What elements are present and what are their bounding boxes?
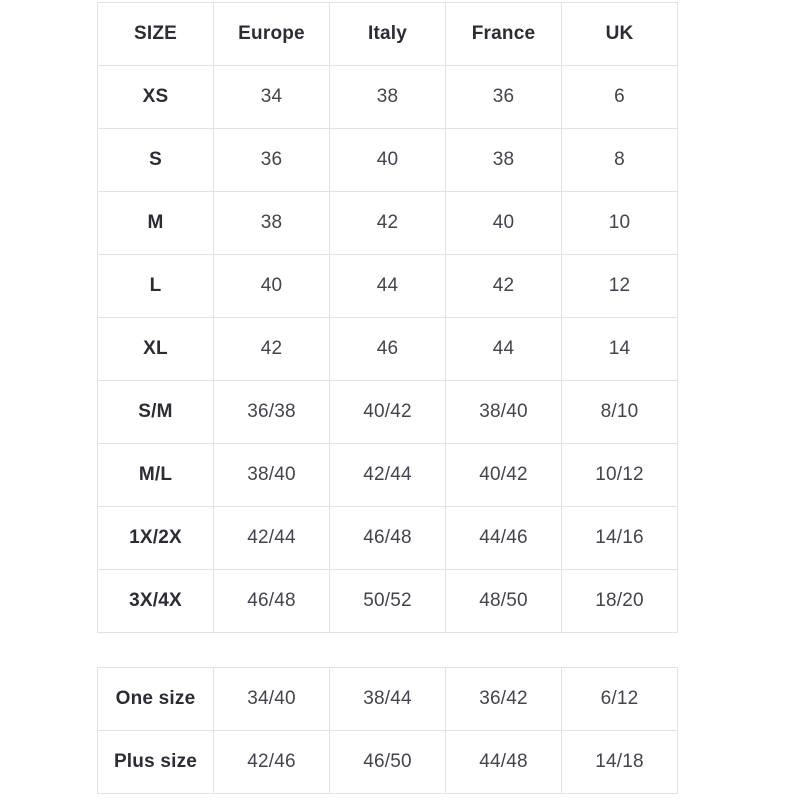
size-value-cell: 40/42 xyxy=(445,443,562,507)
size-value-cell: 38 xyxy=(213,191,330,255)
size-value-cell: 44/48 xyxy=(445,730,562,794)
size-value-cell: 34 xyxy=(213,65,330,129)
size-conversion-table: SIZE Europe Italy France UK XS 34 38 36 6 S 36 40 38… xyxy=(97,2,678,633)
size-value-cell: 14 xyxy=(561,317,678,381)
size-value-cell: 44/46 xyxy=(445,506,562,570)
size-conversion-table-header: SIZE Europe Italy France UK xyxy=(97,2,678,66)
size-value-cell: 42 xyxy=(213,317,330,381)
column-header-italy: Italy xyxy=(329,2,446,66)
column-header-uk: UK xyxy=(561,2,678,66)
column-header-france: France xyxy=(445,2,562,66)
size-value-cell: 46/48 xyxy=(213,569,330,633)
table-row: M/L 38/40 42/44 40/42 10/12 xyxy=(97,443,678,507)
column-header-europe: Europe xyxy=(213,2,330,66)
size-value-cell: 38 xyxy=(329,65,446,129)
table-row: One size 34/40 38/44 36/42 6/12 xyxy=(97,667,678,731)
size-label-cell: S xyxy=(97,128,214,192)
size-value-cell: 40 xyxy=(329,128,446,192)
size-value-cell: 36/38 xyxy=(213,380,330,444)
size-label-cell: One size xyxy=(97,667,214,731)
table-row: M 38 42 40 10 xyxy=(97,191,678,255)
table-row: S/M 36/38 40/42 38/40 8/10 xyxy=(97,380,678,444)
size-value-cell: 6 xyxy=(561,65,678,129)
size-value-cell: 40 xyxy=(445,191,562,255)
size-value-cell: 50/52 xyxy=(329,569,446,633)
table-row: S 36 40 38 8 xyxy=(97,128,678,192)
table-row: Plus size 42/46 46/50 44/48 14/18 xyxy=(97,730,678,794)
size-value-cell: 14/16 xyxy=(561,506,678,570)
size-value-cell: 34/40 xyxy=(213,667,330,731)
size-value-cell: 42/44 xyxy=(329,443,446,507)
size-value-cell: 10/12 xyxy=(561,443,678,507)
size-value-cell: 12 xyxy=(561,254,678,318)
size-label-cell: L xyxy=(97,254,214,318)
size-label-cell: M/L xyxy=(97,443,214,507)
table-row: XS 34 38 36 6 xyxy=(97,65,678,129)
size-value-cell: 38 xyxy=(445,128,562,192)
size-label-cell: M xyxy=(97,191,214,255)
column-header-size: SIZE xyxy=(97,2,214,66)
size-value-cell: 42/44 xyxy=(213,506,330,570)
size-label-cell: 1X/2X xyxy=(97,506,214,570)
size-label-cell: XS xyxy=(97,65,214,129)
size-value-cell: 42/46 xyxy=(213,730,330,794)
size-value-cell: 42 xyxy=(445,254,562,318)
size-value-cell: 18/20 xyxy=(561,569,678,633)
size-value-cell: 44 xyxy=(445,317,562,381)
one-size-plus-size-table: One size 34/40 38/44 36/42 6/12 Plus size 42/4… xyxy=(97,667,678,794)
size-value-cell: 40/42 xyxy=(329,380,446,444)
size-label-cell: Plus size xyxy=(97,730,214,794)
size-value-cell: 40 xyxy=(213,254,330,318)
size-value-cell: 10 xyxy=(561,191,678,255)
size-value-cell: 46/50 xyxy=(329,730,446,794)
size-value-cell: 38/44 xyxy=(329,667,446,731)
table-row: 1X/2X 42/44 46/48 44/46 14/16 xyxy=(97,506,678,570)
size-value-cell: 6/12 xyxy=(561,667,678,731)
size-label-cell: XL xyxy=(97,317,214,381)
size-value-cell: 48/50 xyxy=(445,569,562,633)
size-value-cell: 46 xyxy=(329,317,446,381)
table-row: 3X/4X 46/48 50/52 48/50 18/20 xyxy=(97,569,678,633)
size-value-cell: 14/18 xyxy=(561,730,678,794)
size-value-cell: 46/48 xyxy=(329,506,446,570)
size-value-cell: 8/10 xyxy=(561,380,678,444)
size-value-cell: 42 xyxy=(329,191,446,255)
size-value-cell: 38/40 xyxy=(213,443,330,507)
size-label-cell: S/M xyxy=(97,380,214,444)
table-row: L 40 44 42 12 xyxy=(97,254,678,318)
size-value-cell: 36/42 xyxy=(445,667,562,731)
size-value-cell: 38/40 xyxy=(445,380,562,444)
size-label-cell: 3X/4X xyxy=(97,569,214,633)
size-value-cell: 36 xyxy=(445,65,562,129)
size-value-cell: 36 xyxy=(213,128,330,192)
header-row: SIZE Europe Italy France UK xyxy=(97,2,678,66)
size-value-cell: 8 xyxy=(561,128,678,192)
table-row: XL 42 46 44 14 xyxy=(97,317,678,381)
size-value-cell: 44 xyxy=(329,254,446,318)
